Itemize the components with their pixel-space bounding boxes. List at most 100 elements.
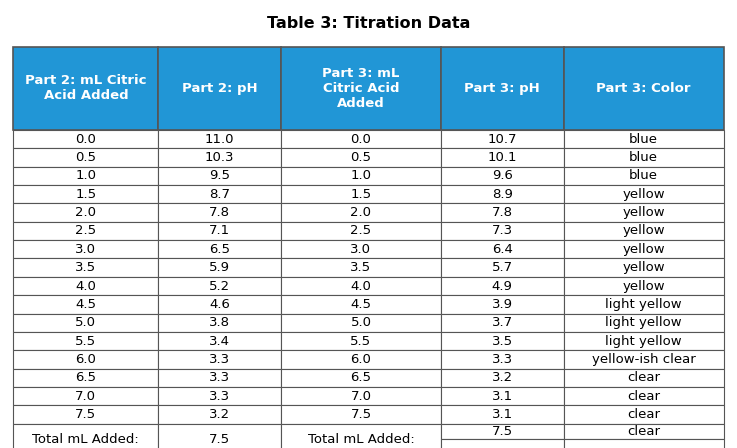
Text: 5.5: 5.5 (75, 335, 97, 348)
Text: 3.9: 3.9 (492, 298, 513, 311)
Bar (281, 295, 441, 314)
Bar (441, 258, 564, 277)
Bar (564, 439, 724, 448)
Bar (441, 167, 564, 185)
Text: 7.0: 7.0 (75, 390, 97, 403)
Text: 6.4: 6.4 (492, 243, 513, 256)
Bar (158, 167, 281, 185)
Bar (441, 424, 564, 439)
Text: Total mL Added:: Total mL Added: (32, 432, 139, 446)
Text: 5.7: 5.7 (492, 261, 513, 274)
Bar (158, 203, 281, 222)
Bar (281, 47, 441, 130)
Text: 1.5: 1.5 (350, 188, 371, 201)
Bar (441, 405, 564, 424)
Text: 3.0: 3.0 (350, 243, 371, 256)
Text: 4.0: 4.0 (351, 280, 371, 293)
Bar (158, 405, 281, 424)
Text: 2.5: 2.5 (350, 224, 371, 237)
Text: 0.5: 0.5 (75, 151, 97, 164)
Bar (13, 369, 158, 387)
Bar (564, 405, 724, 424)
Bar (13, 167, 158, 185)
Bar (158, 332, 281, 350)
Text: 3.0: 3.0 (75, 243, 97, 256)
Text: yellow: yellow (622, 280, 665, 293)
Bar (158, 295, 281, 314)
Bar (281, 185, 441, 203)
Bar (13, 203, 158, 222)
Bar (441, 148, 564, 167)
Bar (564, 314, 724, 332)
Text: yellow: yellow (622, 188, 665, 201)
Bar (158, 130, 281, 148)
Text: light yellow: light yellow (605, 335, 682, 348)
Bar (281, 314, 441, 332)
Text: 7.3: 7.3 (492, 224, 513, 237)
Bar (281, 387, 441, 405)
Text: clear: clear (627, 408, 660, 421)
Bar (281, 277, 441, 295)
Bar (158, 314, 281, 332)
Bar (564, 295, 724, 314)
Bar (441, 203, 564, 222)
Text: light yellow: light yellow (605, 298, 682, 311)
Bar (13, 240, 158, 258)
Text: 4.9: 4.9 (492, 280, 513, 293)
Text: 0.0: 0.0 (75, 133, 97, 146)
Text: 4.5: 4.5 (75, 298, 97, 311)
Text: blue: blue (629, 133, 658, 146)
Bar (13, 332, 158, 350)
Text: 10.1: 10.1 (488, 151, 517, 164)
Bar (441, 185, 564, 203)
Bar (281, 332, 441, 350)
Bar (281, 258, 441, 277)
Text: Part 3: Color: Part 3: Color (596, 82, 691, 95)
Text: 3.8: 3.8 (209, 316, 230, 329)
Bar (564, 369, 724, 387)
Text: 7.5: 7.5 (75, 408, 97, 421)
Text: 6.0: 6.0 (351, 353, 371, 366)
Bar (158, 277, 281, 295)
Bar (158, 222, 281, 240)
Bar (441, 222, 564, 240)
Text: light yellow: light yellow (605, 316, 682, 329)
Bar (281, 240, 441, 258)
Text: 3.3: 3.3 (492, 353, 513, 366)
Bar (564, 387, 724, 405)
Text: yellow: yellow (622, 224, 665, 237)
Text: 11.0: 11.0 (205, 133, 234, 146)
Text: Part 3: mL
Citric Acid
Added: Part 3: mL Citric Acid Added (322, 67, 399, 110)
Bar (564, 332, 724, 350)
Bar (564, 148, 724, 167)
Text: Total mL Added:: Total mL Added: (307, 432, 414, 446)
Bar (281, 130, 441, 148)
Bar (564, 277, 724, 295)
Text: 7.8: 7.8 (209, 206, 230, 219)
Text: 9.6: 9.6 (492, 169, 513, 182)
Text: blue: blue (629, 169, 658, 182)
Text: 10.7: 10.7 (488, 133, 517, 146)
Bar (441, 295, 564, 314)
Bar (564, 350, 724, 369)
Text: 1.0: 1.0 (350, 169, 371, 182)
Text: yellow: yellow (622, 261, 665, 274)
Bar (158, 148, 281, 167)
Text: 1.0: 1.0 (75, 169, 97, 182)
Bar (158, 350, 281, 369)
Text: 0.5: 0.5 (350, 151, 371, 164)
Text: 3.5: 3.5 (75, 261, 97, 274)
Text: blue: blue (629, 151, 658, 164)
Text: 5.0: 5.0 (75, 316, 97, 329)
Text: 10.3: 10.3 (205, 151, 234, 164)
Bar (158, 424, 281, 448)
Bar (441, 314, 564, 332)
Text: 2.5: 2.5 (75, 224, 97, 237)
Bar (564, 424, 724, 439)
Bar (13, 148, 158, 167)
Bar (13, 258, 158, 277)
Bar (564, 185, 724, 203)
Text: 0.0: 0.0 (351, 133, 371, 146)
Bar (13, 295, 158, 314)
Bar (13, 47, 158, 130)
